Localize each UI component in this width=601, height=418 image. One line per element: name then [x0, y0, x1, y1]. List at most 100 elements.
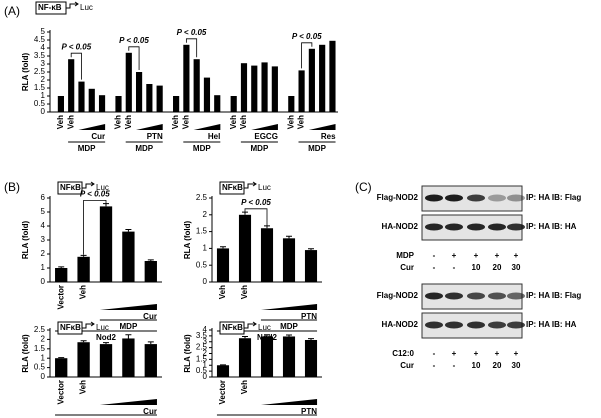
y-axis-label: RLA (fold) [21, 220, 30, 259]
blot-band [445, 292, 463, 300]
y-tick-label: 3 [41, 59, 46, 68]
blot-band [445, 321, 463, 329]
lane-label: + [474, 349, 479, 358]
y-tick-label: 0 [203, 277, 208, 286]
lane-label: + [495, 349, 500, 358]
significance-bracket [244, 208, 268, 227]
y-tick-label: 5 [41, 207, 46, 216]
blot-band [445, 223, 463, 231]
y-tick-label: 0 [41, 277, 46, 286]
lane-label: 20 [493, 263, 502, 272]
dose-wedge [99, 304, 157, 310]
reporter-label: NFκB [222, 183, 243, 192]
x-tick-label: Veh [124, 115, 133, 129]
bar [251, 65, 258, 112]
y-tick-label: 2 [203, 210, 208, 219]
bar [88, 88, 95, 112]
error-bar [125, 334, 132, 339]
treatment-label: Hel [208, 132, 220, 141]
row-label: HA-NOD2 [382, 320, 419, 329]
y-tick-label: 3.5 [34, 51, 46, 60]
bar [271, 66, 278, 112]
y-tick-label: 0.5 [196, 260, 208, 269]
bar [55, 268, 68, 282]
treatment-label: PTN [301, 312, 317, 321]
bar [77, 342, 90, 377]
treatment-label: Cur [91, 132, 105, 141]
panel-label: (C) [355, 180, 372, 194]
bar [319, 44, 326, 112]
bar [238, 214, 252, 282]
y-tick-label: 2 [41, 335, 46, 344]
bar [78, 81, 85, 112]
treatment-label: Cur [143, 312, 157, 321]
bar [122, 338, 135, 377]
blot-band [488, 292, 506, 300]
treatment-label: EGCG [254, 132, 278, 141]
bar [135, 72, 143, 112]
bar [260, 336, 274, 377]
y-tick-label: 4 [41, 221, 46, 230]
significance-label: P < 0.05 [177, 28, 207, 37]
bar [144, 344, 157, 377]
y-tick-label: 1 [203, 360, 208, 369]
row-label: Flag-NOD2 [377, 291, 419, 300]
significance-label: P < 0.05 [119, 36, 149, 45]
blot-band [467, 321, 485, 329]
error-bar [286, 235, 292, 239]
significance-label: P < 0.05 [80, 190, 110, 199]
blot-band [425, 194, 443, 202]
group-label: MDP [78, 144, 96, 153]
group-label: MDP [251, 144, 269, 153]
bar [98, 95, 106, 112]
y-tick-label: 1 [41, 353, 46, 362]
error-bar [80, 340, 87, 343]
bar [214, 95, 221, 112]
error-bar [308, 248, 314, 251]
y-tick-label: 3.5 [196, 331, 208, 340]
x-tick-label: Veh [229, 115, 238, 129]
reporter-arrow [244, 181, 257, 189]
lane-label: + [514, 349, 519, 358]
x-tick-label: Veh [297, 115, 306, 129]
bar [99, 344, 113, 377]
group-label: MDP [135, 144, 153, 153]
bar [146, 84, 153, 112]
lane-label: 10 [472, 361, 481, 370]
significance-label: P < 0.05 [292, 32, 322, 41]
y-axis-label: RLA (fold) [21, 52, 30, 91]
treatment-label: C12:0 [392, 349, 414, 358]
error-bar [80, 254, 87, 257]
y-tick-label: 2.5 [34, 325, 46, 334]
x-tick-label: Veh [239, 115, 248, 129]
lane-label: 30 [512, 361, 521, 370]
lane-label: - [433, 361, 436, 370]
x-tick-label: Veh [114, 115, 123, 129]
y-tick-label: 0.5 [34, 99, 46, 108]
reporter-label: NF-κB [38, 3, 62, 12]
bar [260, 228, 274, 282]
dose-wedge [260, 399, 318, 405]
lane-label: 30 [512, 263, 521, 272]
y-tick-label: 0.5 [196, 366, 208, 375]
dose-wedge [193, 124, 221, 130]
error-bar [264, 225, 270, 229]
lane-label: + [514, 251, 519, 260]
error-bar [286, 334, 292, 337]
y-tick-label: 2 [203, 349, 208, 358]
bar [216, 365, 230, 377]
y-tick-label: 1.5 [34, 83, 46, 92]
bar [183, 44, 190, 112]
y-tick-label: 1.5 [34, 344, 46, 353]
y-tick-label: 0.5 [34, 363, 46, 372]
significance-bracket [83, 200, 107, 255]
blot-band [507, 292, 525, 300]
reporter-label: Luc [96, 183, 109, 192]
reporter-label: Luc [258, 323, 271, 332]
lane-label: - [453, 361, 456, 370]
bar [99, 206, 113, 282]
y-tick-label: 0 [203, 372, 208, 381]
y-tick-label: 3 [41, 235, 46, 244]
bar [203, 77, 211, 112]
